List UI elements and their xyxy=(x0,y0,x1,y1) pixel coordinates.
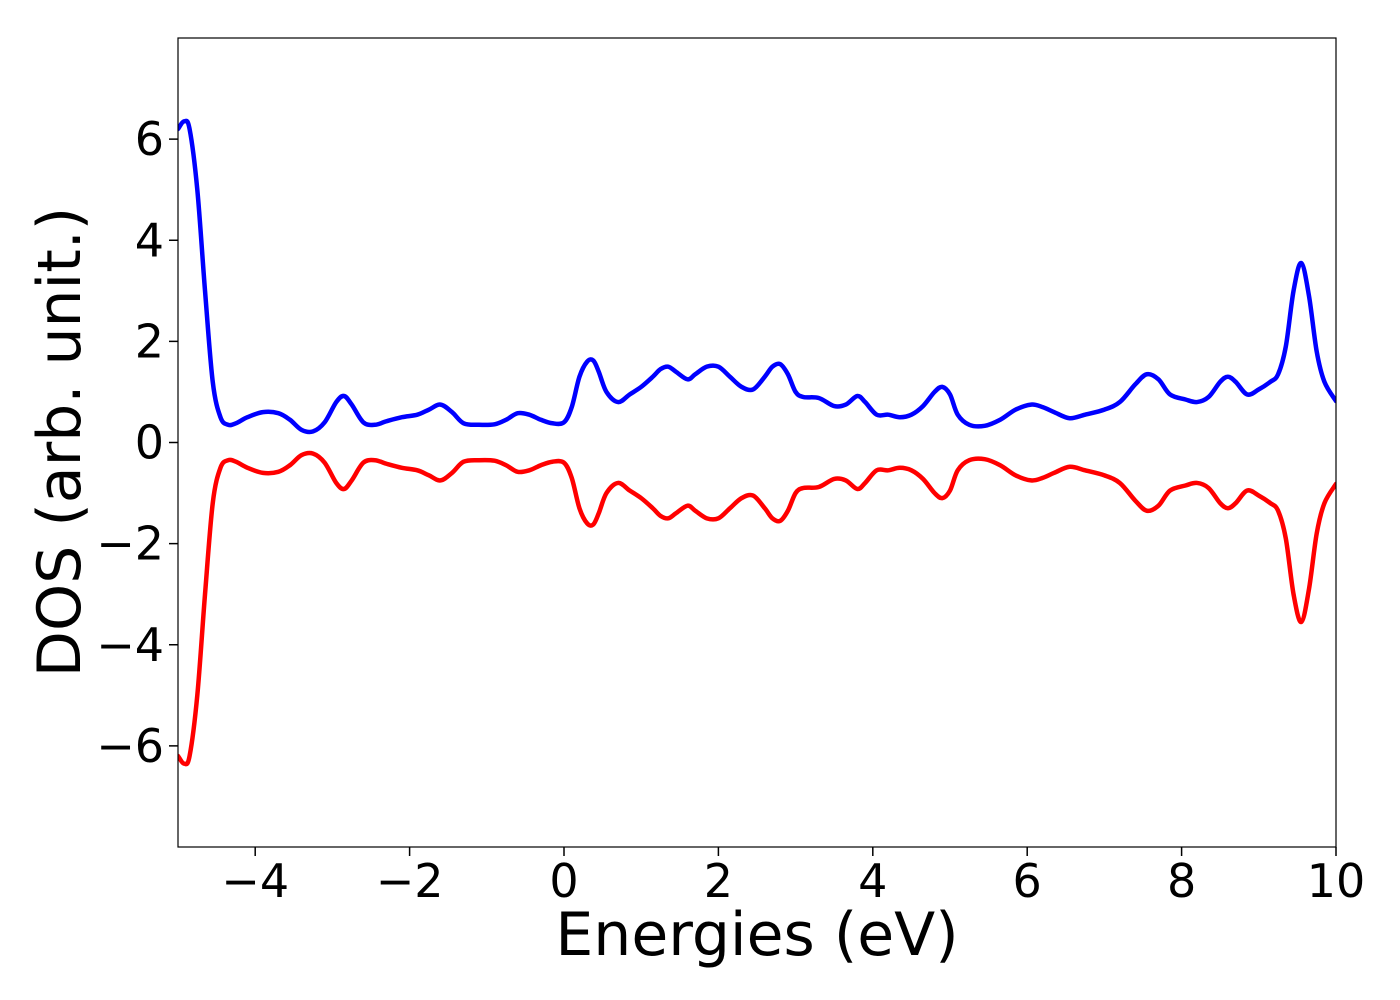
series-layer xyxy=(178,118,1336,767)
y-tick-label: 6 xyxy=(135,112,164,166)
x-tick-label: 10 xyxy=(1307,854,1366,908)
x-tick-label: −2 xyxy=(376,854,444,908)
x-tick-label: −4 xyxy=(221,854,289,908)
y-tick-label: −4 xyxy=(96,618,164,672)
x-tick-label: 6 xyxy=(1013,854,1042,908)
x-axis-title: Energies (eV) xyxy=(555,900,958,970)
x-tick-label: 0 xyxy=(549,854,578,908)
y-tick-label: −6 xyxy=(96,719,164,773)
x-axis: −4 −2 0 2 4 6 8 10 xyxy=(221,847,1365,908)
y-tick-label: 2 xyxy=(135,314,164,368)
y-tick-label: −2 xyxy=(96,517,164,571)
y-axis: −6 −4 −2 0 2 4 6 xyxy=(96,112,178,773)
plot-frame xyxy=(177,37,1337,848)
y-axis-title: DOS (arb. unit.) xyxy=(25,207,95,677)
y-tick-label: 0 xyxy=(135,416,164,470)
series-line-0 xyxy=(178,118,1336,435)
y-tick-label: 4 xyxy=(135,213,164,267)
x-tick-label: 2 xyxy=(704,854,733,908)
x-tick-label: 8 xyxy=(1167,854,1196,908)
x-tick-label: 4 xyxy=(858,854,887,908)
series-line-1 xyxy=(178,450,1336,767)
